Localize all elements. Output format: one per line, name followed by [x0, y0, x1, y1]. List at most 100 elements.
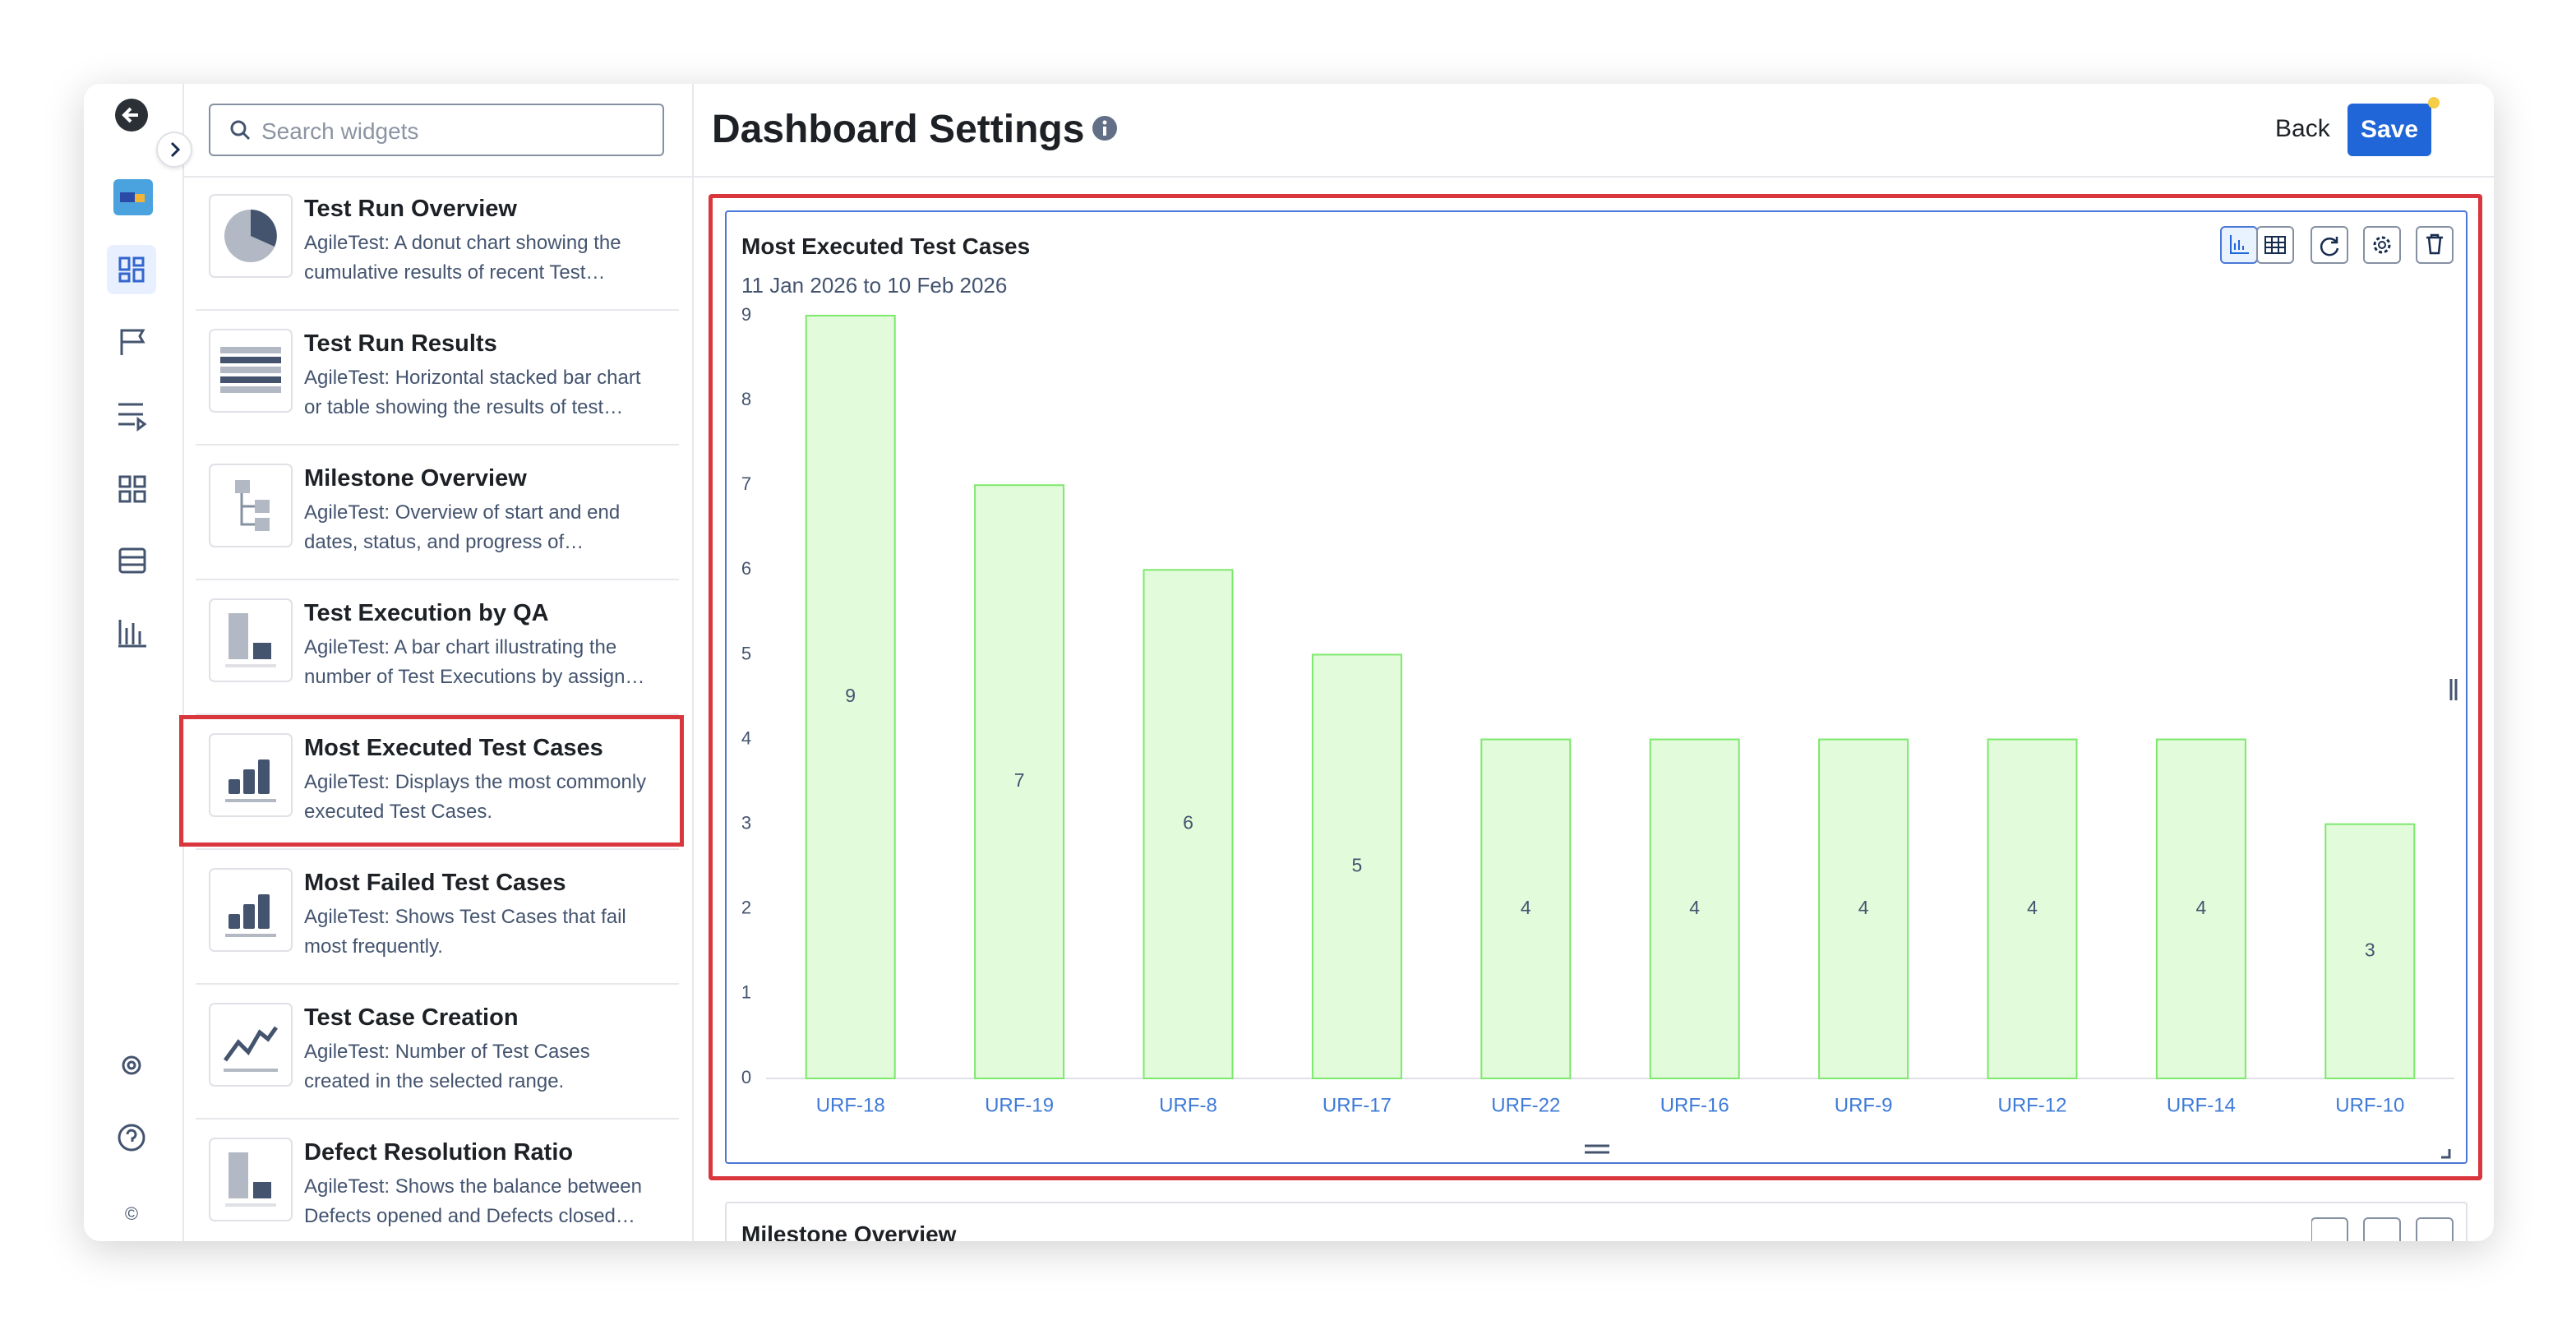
widget-icon — [209, 868, 293, 952]
main: Dashboard Settings Back Save Most Execut… — [692, 84, 2494, 1241]
separator — [196, 444, 679, 446]
widget-item[interactable]: Defect Resolution Ratio AgileTest: Shows … — [196, 1123, 679, 1241]
rail-icons: © — [107, 99, 156, 1224]
widget-panel: Search widgets Test Run Overview AgileTes… — [179, 84, 694, 1241]
divider — [692, 176, 2494, 178]
x-tick-label[interactable]: URF-19 — [985, 1094, 1054, 1116]
widget-title: Test Case Creation — [304, 1004, 519, 1031]
widget-icon — [209, 1003, 293, 1087]
widget-description: AgileTest: A donut chart showing the — [304, 232, 621, 254]
icon-shape — [220, 386, 281, 393]
bar — [1311, 653, 1402, 1079]
widget-title: Test Run Results — [304, 330, 497, 357]
y-tick-label: 4 — [741, 727, 751, 748]
widget-item[interactable]: Test Run Overview AgileTest: A donut char… — [196, 179, 679, 311]
y-tick-label: 3 — [741, 812, 751, 833]
data-label: 4 — [2027, 897, 2038, 918]
widget-description: or table showing the results of test… — [304, 396, 624, 418]
icon-shape — [220, 357, 281, 363]
bar — [1649, 738, 1740, 1079]
delete-button[interactable] — [2416, 226, 2454, 264]
x-tick-label[interactable]: URF-22 — [1491, 1094, 1560, 1116]
x-tick-label[interactable]: URF-12 — [1997, 1094, 2066, 1116]
x-tick-label[interactable]: URF-10 — [2335, 1094, 2404, 1116]
save-button[interactable]: Save — [2347, 104, 2431, 156]
icon-shape — [225, 934, 276, 937]
widget-item[interactable]: Test Run Results AgileTest: Horizontal st… — [196, 314, 679, 446]
widget-title: Most Failed Test Cases — [304, 870, 566, 896]
widget-description: AgileTest: Displays the most commonly — [304, 771, 647, 793]
search-placeholder: Search widgets — [261, 118, 419, 144]
icon-rail: © — [84, 84, 184, 1241]
x-tick-label[interactable]: URF-16 — [1660, 1094, 1729, 1116]
x-tick-label[interactable]: URF-8 — [1159, 1094, 1217, 1116]
unsaved-dot — [2428, 97, 2440, 108]
info-icon[interactable] — [1092, 115, 1118, 141]
y-tick-label: 8 — [741, 389, 751, 409]
back-button[interactable]: Back — [2275, 115, 2330, 142]
x-tick-label[interactable]: URF-14 — [2167, 1094, 2236, 1116]
svg-text:©: © — [125, 1203, 138, 1224]
bar — [1143, 569, 1234, 1080]
icon-shape — [229, 613, 248, 659]
chart-card: Most Executed Test Cases 11 Jan 2026 to … — [725, 210, 2468, 1164]
widget-description: AgileTest: Overview of start and end — [304, 501, 621, 524]
widget-icon — [209, 733, 293, 817]
chart-subtitle: 11 Jan 2026 to 10 Feb 2026 — [741, 273, 1008, 298]
widget-item[interactable]: Most Executed Test Cases AgileTest: Displ… — [196, 718, 679, 850]
data-label: 5 — [1352, 854, 1363, 875]
icon-shape — [243, 769, 255, 794]
widget-icon — [209, 329, 293, 413]
icon-shape — [224, 1069, 278, 1072]
icon-shape — [258, 894, 270, 929]
widget-title: Test Execution by QA — [304, 600, 549, 626]
search-box[interactable]: Search widgets — [209, 104, 664, 156]
widget-item[interactable]: Test Execution by QA AgileTest: A bar cha… — [196, 584, 679, 715]
refresh-button[interactable] — [2311, 226, 2348, 264]
settings-button[interactable] — [2363, 226, 2401, 264]
icon-shape — [229, 1152, 248, 1198]
widget-description: AgileTest: Shows Test Cases that fail — [304, 906, 626, 928]
next-card: Milestone Overview — [725, 1202, 2468, 1241]
bar — [1987, 738, 2078, 1079]
x-tick-label[interactable]: URF-18 — [816, 1094, 885, 1116]
y-tick-label: 7 — [741, 473, 751, 494]
data-label: 3 — [2365, 939, 2375, 960]
data-label: 6 — [1183, 812, 1193, 833]
icon-shape — [229, 914, 240, 929]
y-tick-label: 1 — [741, 982, 751, 1003]
widget-title: Test Run Overview — [304, 196, 517, 222]
widget-description: AgileTest: Shows the balance between — [304, 1175, 642, 1198]
icon-shape — [220, 376, 281, 383]
data-label: 4 — [1858, 897, 1869, 918]
icon-shape — [255, 500, 270, 513]
widget-item[interactable]: Test Case Creation AgileTest: Number of T… — [196, 988, 679, 1120]
y-tick-label: 6 — [741, 558, 751, 579]
bar — [1480, 738, 1572, 1079]
next-card-toolbar — [2311, 1217, 2454, 1241]
icon-shape — [225, 799, 276, 802]
x-tick-label[interactable]: URF-9 — [1835, 1094, 1893, 1116]
widget-description: dates, status, and progress of… — [304, 531, 584, 553]
widget-item[interactable]: Milestone Overview AgileTest: Overview of… — [196, 449, 679, 580]
search-icon — [230, 120, 251, 141]
widget-description: created in the selected range. — [304, 1070, 565, 1092]
widget-icon — [209, 464, 293, 547]
y-tick-label: 5 — [741, 643, 751, 663]
widget-description: executed Test Cases. — [304, 801, 493, 823]
widget-icon — [209, 598, 293, 682]
divider — [182, 176, 692, 178]
selected-highlight — [179, 715, 684, 847]
icon-box — [209, 598, 293, 682]
bar — [2324, 823, 2416, 1080]
bar — [1818, 738, 1909, 1079]
separator — [196, 579, 679, 580]
widget-description: Defects opened and Defects closed… — [304, 1205, 635, 1227]
bar — [2155, 738, 2246, 1079]
x-tick-label[interactable]: URF-17 — [1323, 1094, 1392, 1116]
expand-button[interactable] — [156, 132, 192, 168]
widget-title: Milestone Overview — [304, 465, 527, 492]
widget-item[interactable]: Most Failed Test Cases AgileTest: Shows T… — [196, 853, 679, 985]
separator — [196, 1118, 679, 1120]
